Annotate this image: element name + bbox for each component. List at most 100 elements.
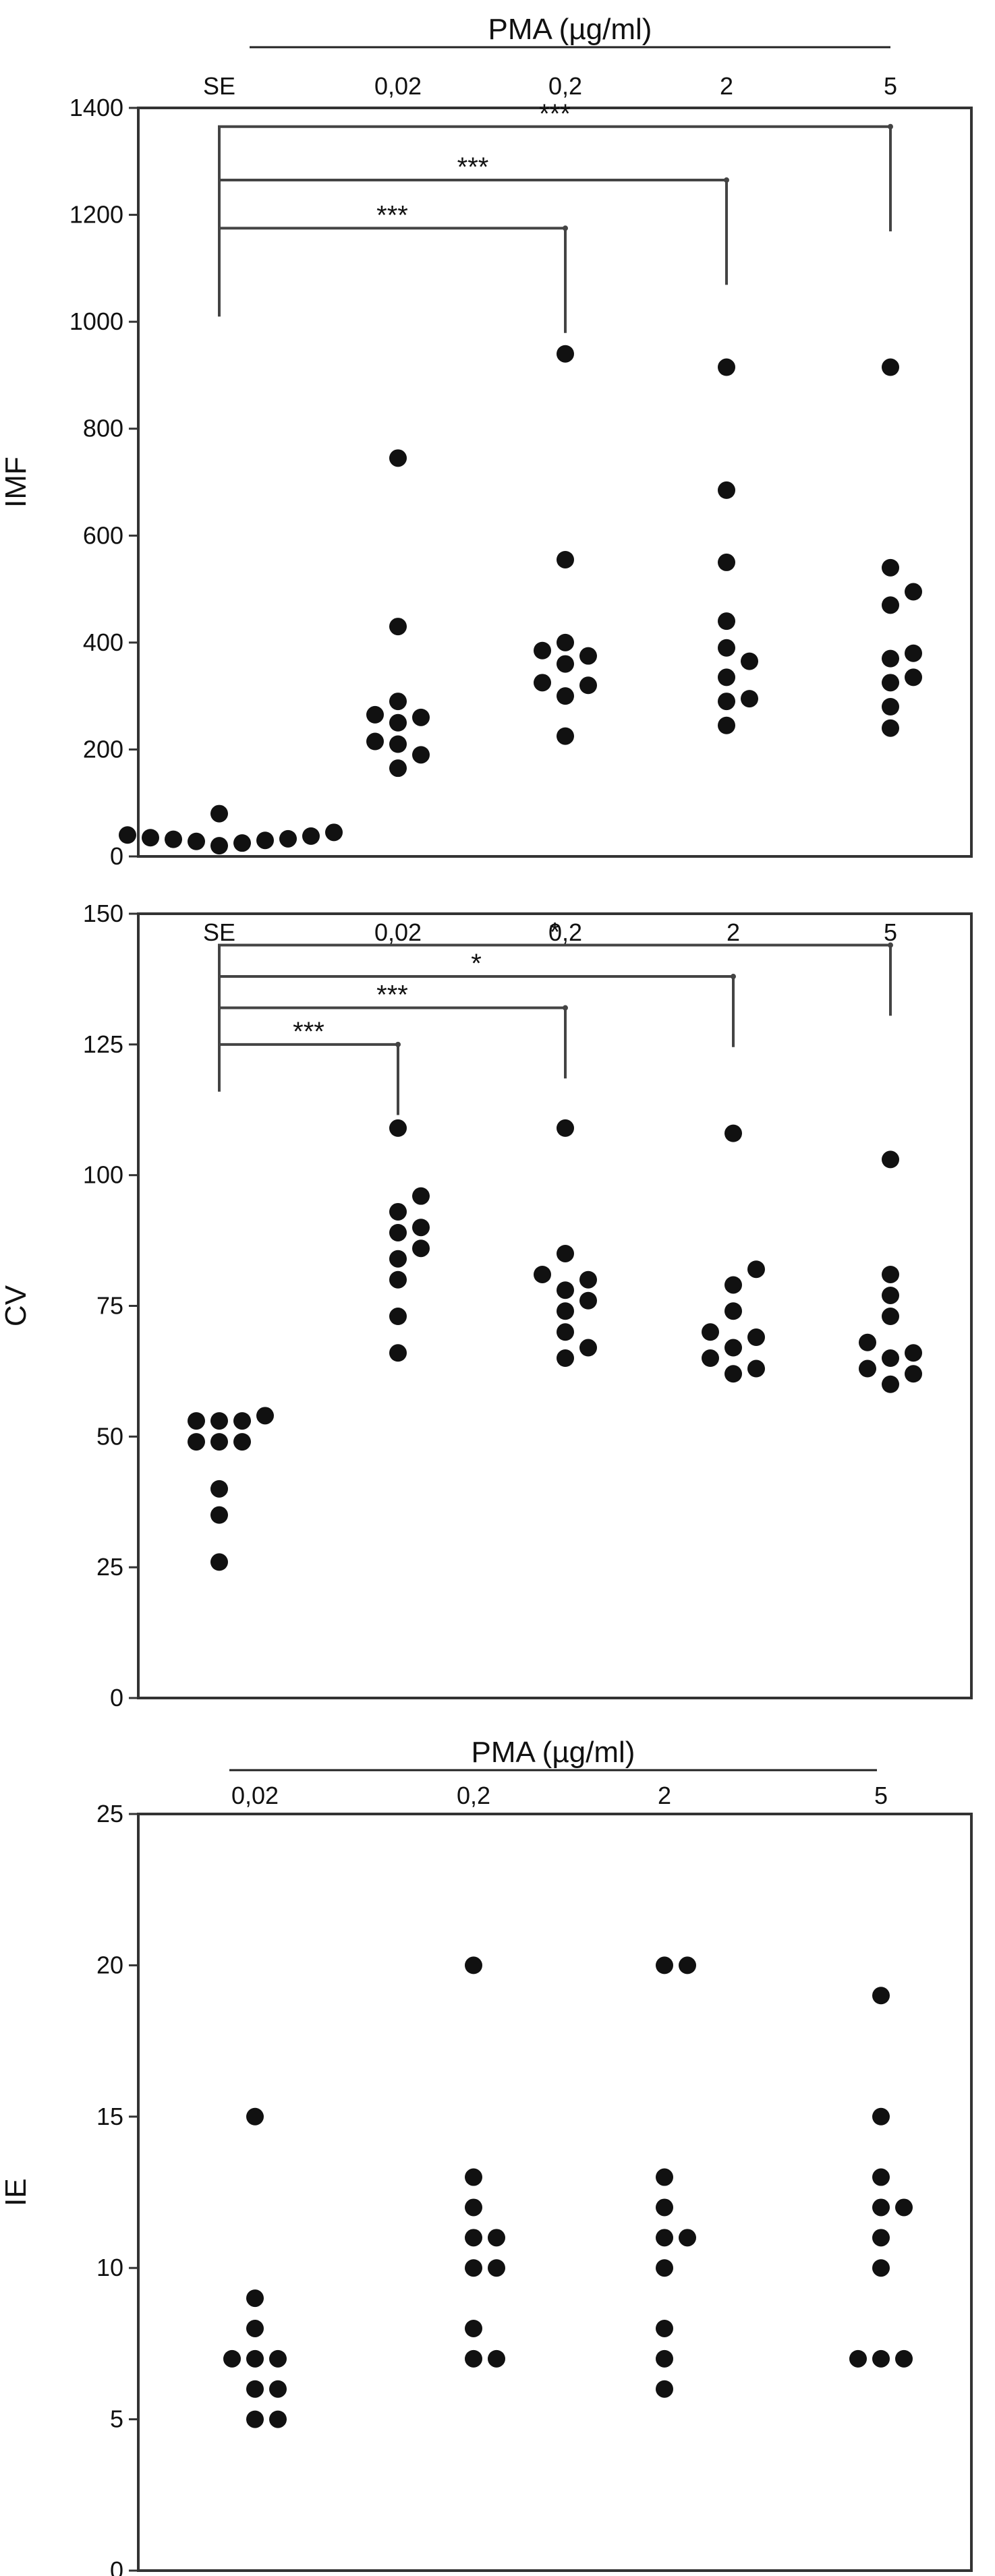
chart-panel-imf: 0 200 400 600 800 1000 1200 1400 IMF PMA (µg/ml) S… bbox=[0, 13, 973, 870]
data-point bbox=[389, 1250, 407, 1268]
data-point bbox=[389, 1270, 407, 1289]
data-point bbox=[872, 2259, 890, 2277]
y-tick-label: 20 bbox=[96, 1951, 123, 1979]
data-point bbox=[718, 693, 735, 711]
data-point bbox=[579, 1291, 597, 1310]
data-point bbox=[557, 1281, 574, 1299]
data-point bbox=[656, 2349, 673, 2368]
data-point bbox=[210, 1433, 228, 1451]
y-tick-label: 0 bbox=[110, 842, 123, 870]
data-point bbox=[366, 732, 384, 751]
category-label: 0,2 bbox=[548, 72, 582, 100]
data-point bbox=[872, 2349, 890, 2368]
category-label: 2 bbox=[720, 72, 733, 100]
data-point bbox=[534, 674, 551, 692]
data-point bbox=[557, 633, 574, 651]
data-point bbox=[724, 1276, 742, 1294]
data-point bbox=[882, 596, 899, 614]
data-point bbox=[269, 2410, 287, 2428]
y-tick-label: 600 bbox=[83, 521, 123, 549]
data-point bbox=[557, 1302, 574, 1320]
significance-label: * bbox=[550, 918, 561, 947]
data-point bbox=[557, 345, 574, 363]
data-point bbox=[389, 1223, 407, 1241]
data-point bbox=[557, 550, 574, 568]
data-point bbox=[882, 674, 899, 692]
data-point bbox=[223, 2349, 241, 2368]
data-point bbox=[718, 639, 735, 657]
data-point bbox=[269, 2349, 287, 2368]
y-tick-label: 10 bbox=[96, 2254, 123, 2281]
data-point bbox=[718, 716, 735, 734]
data-point bbox=[905, 1344, 922, 1362]
y-tick-label: 50 bbox=[96, 1422, 123, 1450]
data-point bbox=[465, 2229, 482, 2247]
data-point bbox=[895, 2198, 913, 2217]
significance-bracket bbox=[218, 943, 892, 1092]
data-point bbox=[724, 1339, 742, 1357]
data-point bbox=[488, 2349, 505, 2368]
data-point bbox=[656, 2259, 673, 2277]
bracket-end bbox=[888, 942, 893, 948]
significance-bracket bbox=[218, 227, 567, 333]
data-point bbox=[557, 1323, 574, 1341]
data-point bbox=[872, 2107, 890, 2126]
data-point bbox=[465, 1956, 482, 1974]
data-point bbox=[702, 1323, 719, 1341]
data-point bbox=[188, 1412, 205, 1430]
data-point bbox=[579, 1339, 597, 1357]
data-point bbox=[747, 1359, 765, 1378]
data-point bbox=[579, 1270, 597, 1289]
y-axis-label: IE bbox=[0, 2178, 32, 2206]
data-point bbox=[465, 2168, 482, 2186]
category-label: 0,02 bbox=[231, 1782, 279, 1809]
bracket-end bbox=[563, 225, 568, 231]
category-label: 0,2 bbox=[548, 918, 582, 946]
data-point bbox=[488, 2229, 505, 2247]
data-point bbox=[256, 831, 274, 850]
data-point bbox=[679, 2229, 696, 2247]
data-point bbox=[557, 727, 574, 745]
plot-frame bbox=[137, 107, 973, 858]
data-point bbox=[279, 829, 297, 848]
data-point bbox=[882, 1375, 899, 1393]
group-title: PMA (µg/ml) bbox=[472, 1736, 635, 1769]
data-point bbox=[302, 827, 320, 845]
data-point bbox=[465, 2349, 482, 2368]
data-point bbox=[389, 1344, 407, 1362]
data-point bbox=[557, 1349, 574, 1368]
bracket-end bbox=[563, 1005, 568, 1011]
data-point bbox=[882, 358, 899, 376]
data-point bbox=[741, 690, 758, 708]
category-label: 2 bbox=[658, 1782, 671, 1809]
data-point bbox=[233, 834, 251, 852]
category-label: 5 bbox=[884, 918, 897, 946]
category-label: 0,02 bbox=[374, 918, 422, 946]
data-point bbox=[656, 2380, 673, 2398]
y-tick-label: 200 bbox=[83, 735, 123, 763]
data-point bbox=[389, 693, 407, 711]
data-point bbox=[465, 2198, 482, 2217]
data-point bbox=[389, 1119, 407, 1137]
data-point bbox=[724, 1124, 742, 1142]
category-label: SE bbox=[203, 72, 235, 100]
data-point bbox=[656, 2319, 673, 2337]
data-point bbox=[412, 1219, 430, 1237]
category-label: 0,02 bbox=[374, 72, 422, 100]
data-point bbox=[882, 1150, 899, 1169]
bracket-end bbox=[888, 123, 893, 129]
data-point bbox=[165, 830, 182, 848]
data-point bbox=[718, 668, 735, 686]
data-point bbox=[534, 1265, 551, 1283]
data-point bbox=[747, 1260, 765, 1279]
data-point bbox=[246, 2289, 264, 2308]
significance-label: *** bbox=[376, 980, 408, 1010]
y-tick-label: 25 bbox=[96, 1800, 123, 1827]
data-point bbox=[882, 698, 899, 715]
bracket-end bbox=[395, 1041, 401, 1047]
significance-bracket bbox=[218, 1006, 567, 1092]
y-tick-label: 0 bbox=[110, 2556, 123, 2576]
data-point bbox=[246, 2410, 264, 2428]
